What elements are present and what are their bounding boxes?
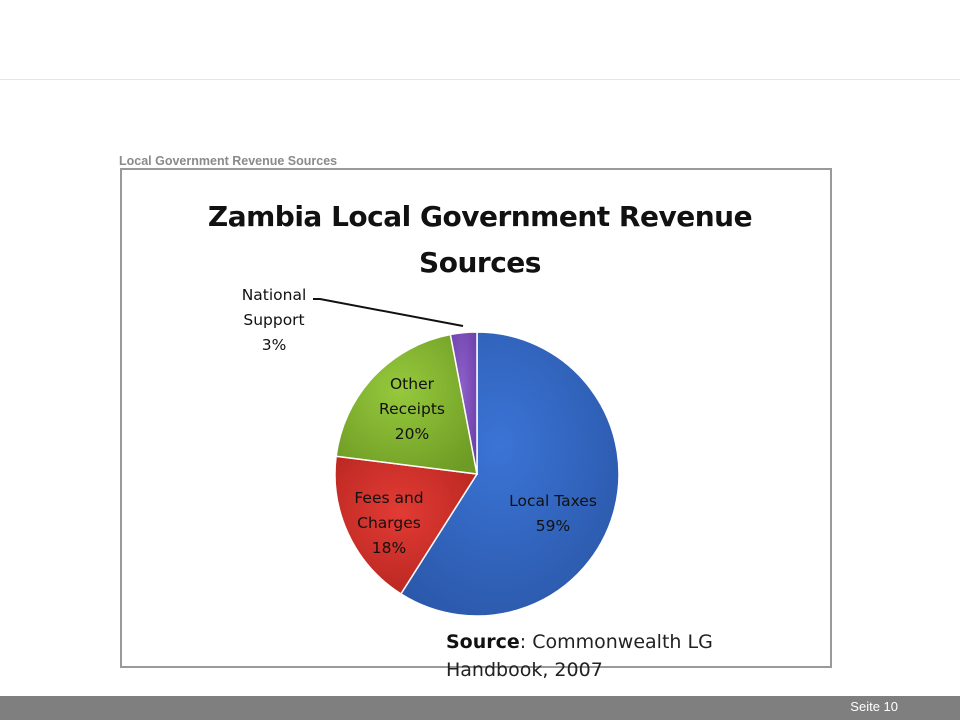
pie-label-fees-and-charges: Fees and Charges 18% — [354, 489, 423, 557]
source-text: : Commonwealth LG — [519, 631, 713, 653]
source-label: Source — [446, 631, 520, 653]
pie-label-line: Local Taxes — [509, 492, 597, 510]
pie-slice-local-taxes — [399, 331, 620, 617]
pie-slice-fees-and-charges — [334, 455, 479, 595]
header-divider — [0, 79, 960, 80]
chart-source: Source: Commonwealth LG Handbook, 2007 — [446, 628, 713, 684]
footer-bar — [0, 696, 960, 720]
pie-label-line: 3% — [262, 336, 287, 354]
pie-label-line: Charges — [357, 514, 421, 532]
pie-label-other-receipts: Other Receipts 20% — [379, 375, 445, 443]
pie-label-line: 18% — [372, 539, 406, 557]
chart-title-line-2: Sources — [419, 246, 541, 279]
pie-label-line: Fees and — [354, 489, 423, 507]
national-support-leader-line — [313, 298, 464, 327]
pie-slice-other-receipts — [335, 333, 478, 475]
pie-label-line: Support — [243, 311, 304, 329]
pie-label-line: 59% — [536, 517, 570, 535]
chart-title-line-1: Zambia Local Government Revenue — [207, 200, 753, 233]
chart-title: Zambia Local Government Revenue Sources — [0, 194, 960, 286]
pie-label-line: 20% — [395, 425, 429, 443]
pie-label-line: Other — [390, 375, 435, 393]
pie-label-line: National — [242, 286, 307, 304]
pie-label-local-taxes: Local Taxes 59% — [509, 492, 597, 535]
pie-label-line: Receipts — [379, 400, 445, 418]
source-text-line-2: Handbook, 2007 — [446, 659, 603, 681]
pie-slice-national-support — [449, 331, 478, 475]
page-number: Seite 10 — [850, 699, 898, 714]
pie-label-national-support: National Support 3% — [242, 286, 307, 354]
chart-caption: Local Government Revenue Sources — [119, 154, 338, 168]
